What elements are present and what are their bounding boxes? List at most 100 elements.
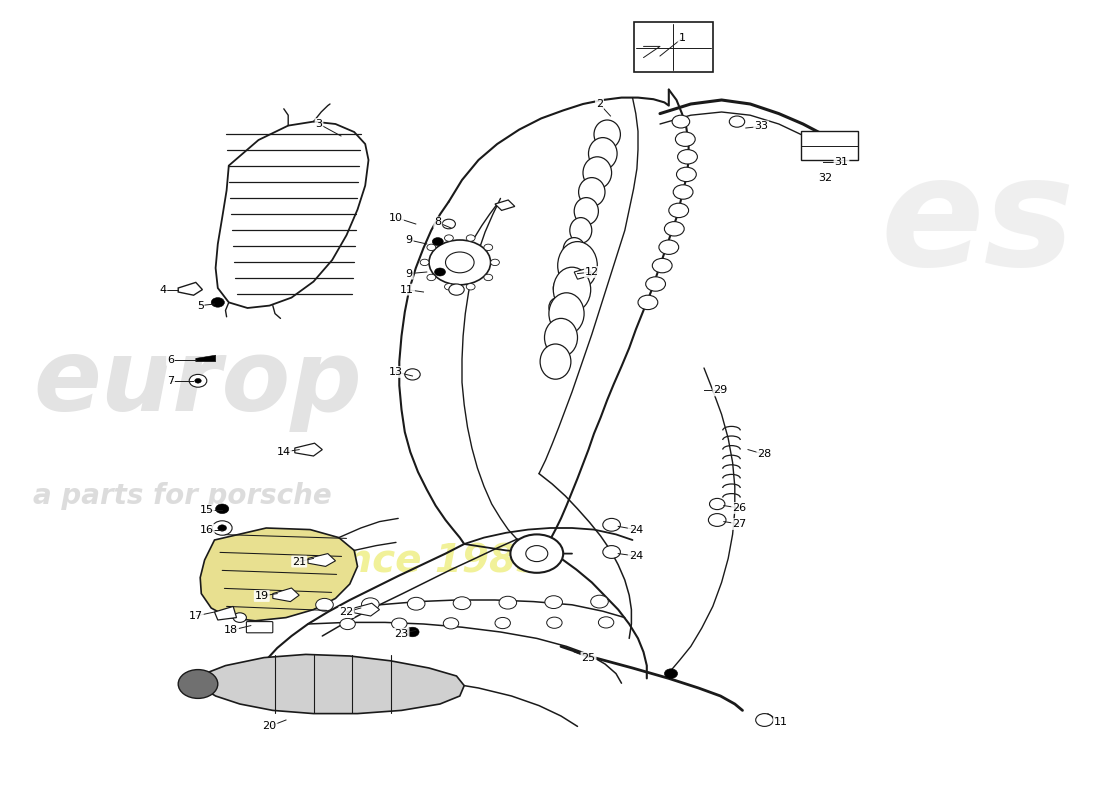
Circle shape [491, 259, 499, 266]
Text: 32: 32 [818, 173, 832, 182]
Text: 21: 21 [293, 557, 306, 566]
Ellipse shape [574, 198, 598, 225]
Circle shape [708, 514, 726, 526]
Circle shape [526, 546, 548, 562]
Ellipse shape [570, 218, 592, 243]
Ellipse shape [579, 178, 605, 206]
Circle shape [646, 277, 666, 291]
Circle shape [449, 284, 464, 295]
Ellipse shape [549, 293, 584, 334]
Circle shape [672, 115, 690, 128]
Circle shape [434, 268, 446, 276]
Text: 31: 31 [835, 157, 848, 166]
Circle shape [466, 235, 475, 242]
Circle shape [446, 252, 474, 273]
Circle shape [211, 298, 224, 307]
Text: 19: 19 [255, 591, 268, 601]
Circle shape [603, 518, 620, 531]
Ellipse shape [559, 258, 579, 280]
Text: 13: 13 [389, 367, 403, 377]
Circle shape [178, 670, 218, 698]
Ellipse shape [553, 267, 591, 312]
Ellipse shape [563, 238, 585, 262]
Polygon shape [574, 268, 592, 279]
Circle shape [484, 244, 493, 250]
Circle shape [444, 283, 453, 290]
Circle shape [495, 618, 510, 629]
Text: europ: europ [33, 335, 362, 433]
Circle shape [544, 596, 562, 609]
Circle shape [453, 597, 471, 610]
Ellipse shape [553, 278, 573, 298]
Text: since 1985: since 1985 [308, 541, 543, 579]
Circle shape [216, 504, 229, 514]
Circle shape [676, 167, 696, 182]
Ellipse shape [549, 298, 566, 317]
Circle shape [484, 274, 493, 281]
Text: es: es [880, 150, 1075, 298]
Circle shape [673, 185, 693, 199]
Text: 16: 16 [200, 525, 213, 534]
FancyBboxPatch shape [246, 622, 273, 633]
Text: 28: 28 [758, 450, 771, 459]
Text: 11: 11 [400, 285, 414, 294]
Text: 27: 27 [733, 519, 746, 529]
Circle shape [316, 598, 333, 611]
Text: 2: 2 [596, 99, 603, 109]
Polygon shape [214, 606, 236, 620]
Text: 9: 9 [406, 269, 412, 278]
Text: 20: 20 [263, 722, 276, 731]
Circle shape [195, 378, 201, 383]
Circle shape [443, 618, 459, 629]
Ellipse shape [588, 138, 617, 170]
Text: 11: 11 [774, 717, 788, 726]
Text: 1: 1 [679, 34, 685, 43]
Text: 4: 4 [160, 285, 166, 294]
Circle shape [675, 132, 695, 146]
Circle shape [638, 295, 658, 310]
Polygon shape [495, 200, 515, 210]
Text: a parts for porsche: a parts for porsche [33, 482, 332, 510]
Ellipse shape [583, 157, 612, 189]
Polygon shape [273, 588, 299, 602]
Circle shape [678, 150, 697, 164]
FancyBboxPatch shape [801, 131, 858, 160]
Circle shape [652, 258, 672, 273]
Circle shape [710, 498, 725, 510]
Circle shape [659, 240, 679, 254]
Circle shape [429, 240, 491, 285]
Polygon shape [178, 282, 202, 295]
Circle shape [427, 244, 436, 250]
Text: 9: 9 [406, 235, 412, 245]
Circle shape [427, 274, 436, 281]
Circle shape [362, 598, 380, 610]
Circle shape [756, 714, 773, 726]
Text: 33: 33 [755, 122, 768, 131]
Circle shape [405, 369, 420, 380]
Text: 12: 12 [585, 267, 598, 277]
Ellipse shape [594, 120, 620, 149]
Circle shape [444, 235, 453, 242]
Circle shape [664, 669, 678, 678]
Text: 26: 26 [733, 503, 746, 513]
Circle shape [598, 617, 614, 628]
Circle shape [499, 596, 517, 609]
Circle shape [392, 618, 407, 630]
Circle shape [442, 219, 455, 229]
Text: 7: 7 [167, 376, 174, 386]
Circle shape [669, 203, 689, 218]
Circle shape [406, 627, 419, 637]
Circle shape [729, 116, 745, 127]
Text: 5: 5 [197, 301, 204, 310]
Polygon shape [354, 603, 379, 616]
Circle shape [510, 534, 563, 573]
Circle shape [591, 595, 608, 608]
Circle shape [420, 259, 429, 266]
Polygon shape [308, 554, 336, 566]
Text: 23: 23 [395, 629, 408, 638]
FancyBboxPatch shape [634, 22, 713, 72]
Circle shape [547, 617, 562, 628]
Circle shape [218, 525, 227, 531]
Text: 8: 8 [434, 218, 441, 227]
Text: 24: 24 [629, 525, 642, 534]
